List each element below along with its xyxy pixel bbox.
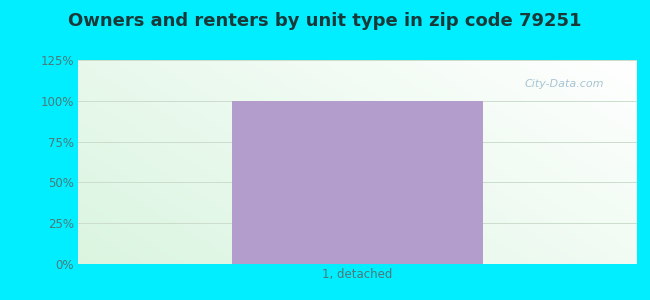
Text: Owners and renters by unit type in zip code 79251: Owners and renters by unit type in zip c…: [68, 12, 582, 30]
Text: City-Data.com: City-Data.com: [525, 80, 604, 89]
Bar: [231, 101, 483, 264]
